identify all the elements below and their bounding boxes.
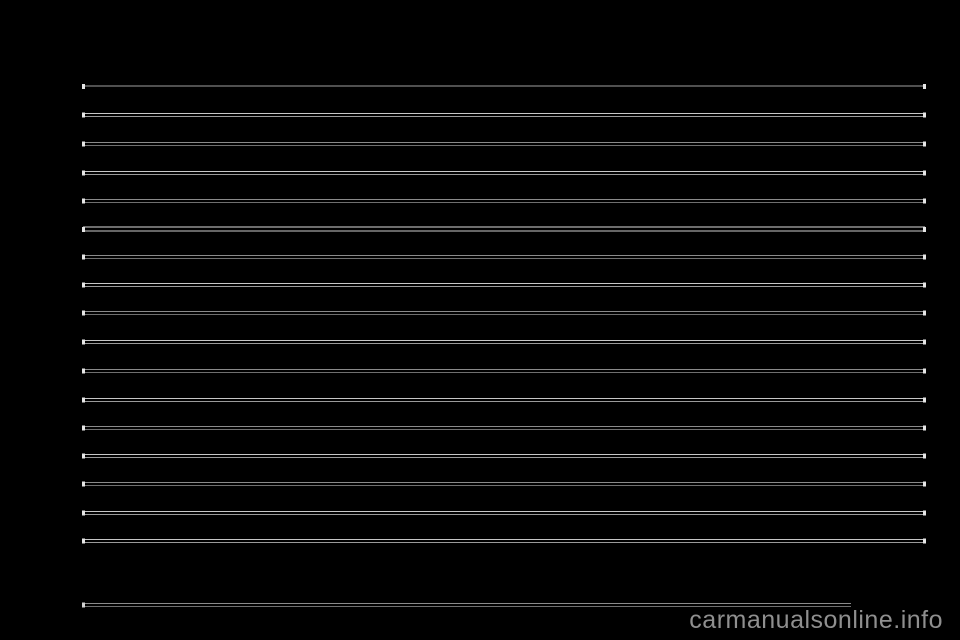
horizontal-rule bbox=[83, 539, 925, 543]
horizontal-rule bbox=[83, 199, 925, 203]
horizontal-rule bbox=[83, 340, 925, 344]
horizontal-rule bbox=[83, 283, 925, 287]
horizontal-rule bbox=[83, 311, 925, 315]
horizontal-rule bbox=[83, 398, 925, 402]
horizontal-rule bbox=[83, 426, 925, 430]
horizontal-rule bbox=[83, 454, 925, 458]
horizontal-rule bbox=[83, 226, 925, 232]
horizontal-rule bbox=[83, 482, 925, 486]
horizontal-rule bbox=[83, 511, 925, 515]
horizontal-rule bbox=[83, 603, 851, 607]
horizontal-rule bbox=[83, 142, 925, 146]
watermark-text: carmanualsonline.info bbox=[689, 606, 943, 634]
horizontal-rule bbox=[83, 255, 925, 259]
horizontal-rule bbox=[83, 85, 925, 87]
horizontal-rule bbox=[83, 171, 925, 175]
horizontal-rule bbox=[83, 113, 925, 117]
horizontal-rule bbox=[83, 369, 925, 373]
